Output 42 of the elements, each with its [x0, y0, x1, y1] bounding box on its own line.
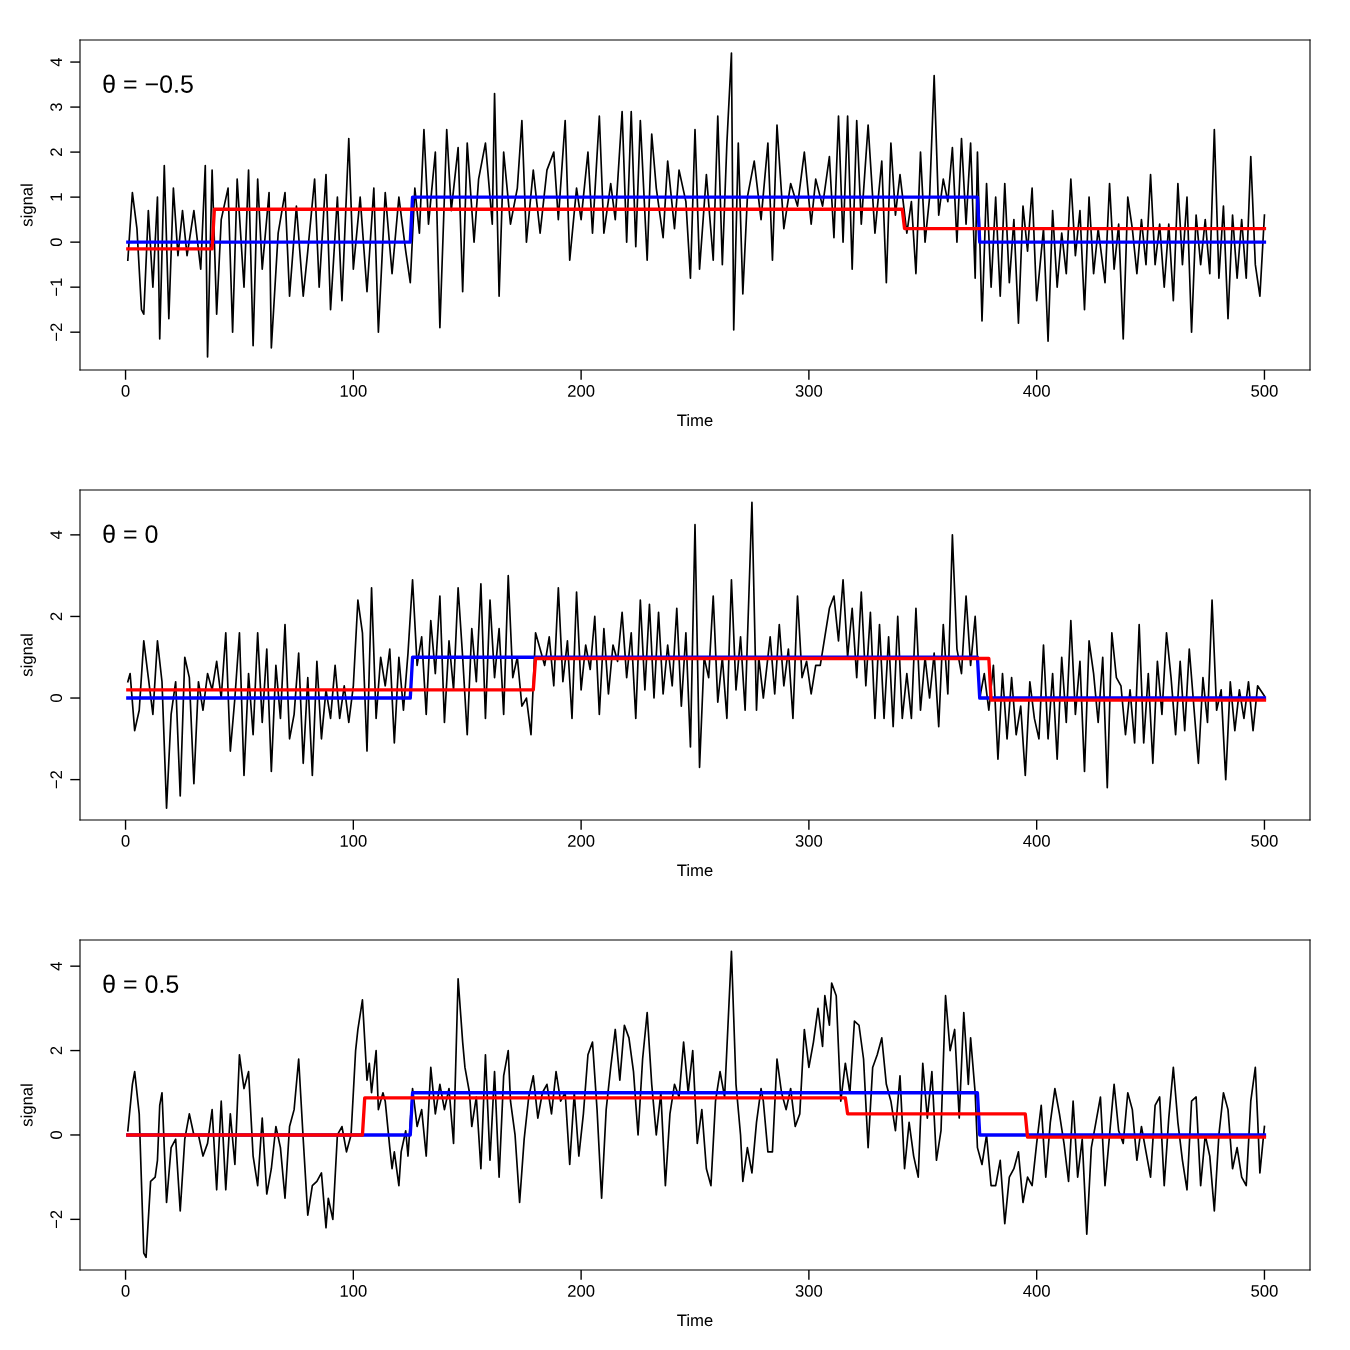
- x-tick-label: 0: [121, 1285, 130, 1297]
- x-tick-label: 300: [795, 1285, 823, 1297]
- y-tick-label: 4: [50, 530, 62, 540]
- y-tick-label: 0: [50, 1130, 63, 1139]
- y-tick-label: 0: [50, 238, 63, 247]
- x-axis-title: Time: [677, 864, 713, 877]
- y-axis-title: signal: [20, 1084, 36, 1127]
- x-axis-title: Time: [677, 1314, 713, 1327]
- y-tick-label: 4: [50, 57, 62, 67]
- x-tick-label: 200: [568, 1285, 595, 1297]
- x-tick-label: 400: [1023, 1285, 1050, 1297]
- x-tick-label: 400: [1023, 835, 1050, 847]
- y-axis-title: signal: [20, 184, 36, 227]
- y-tick-label: −2: [50, 770, 62, 789]
- y-tick-label: 2: [50, 148, 62, 156]
- x-tick-label: 100: [340, 385, 367, 397]
- y-tick-label: 3: [50, 103, 63, 112]
- y-tick-label: 4: [50, 962, 62, 971]
- annotation: θ = −0.5: [103, 74, 193, 93]
- x-tick-label: 500: [1251, 835, 1278, 847]
- x-tick-label: 300: [795, 385, 823, 397]
- y-tick-label: 1: [50, 193, 62, 201]
- x-tick-label: 500: [1251, 1285, 1278, 1297]
- x-axis-title: Time: [677, 414, 713, 427]
- annotation: θ = 0: [103, 524, 158, 543]
- x-tick-label: 100: [340, 835, 367, 847]
- x-tick-label: 100: [340, 1285, 367, 1297]
- y-tick-label: 2: [50, 612, 62, 621]
- y-tick-label: −2: [50, 1210, 62, 1229]
- x-tick-label: 0: [121, 385, 130, 397]
- x-tick-label: 200: [568, 385, 595, 397]
- x-tick-label: 500: [1251, 385, 1278, 397]
- y-tick-label: −1: [50, 278, 62, 296]
- y-axis-title: signal: [20, 634, 36, 677]
- annotation: θ = 0.5: [103, 974, 179, 993]
- x-tick-label: 200: [568, 835, 595, 847]
- x-tick-label: 400: [1023, 385, 1050, 397]
- y-tick-label: 2: [50, 1046, 62, 1055]
- y-tick-label: −2: [50, 323, 62, 341]
- x-tick-label: 0: [121, 835, 130, 847]
- x-tick-label: 300: [795, 835, 823, 847]
- y-tick-label: 0: [50, 694, 63, 703]
